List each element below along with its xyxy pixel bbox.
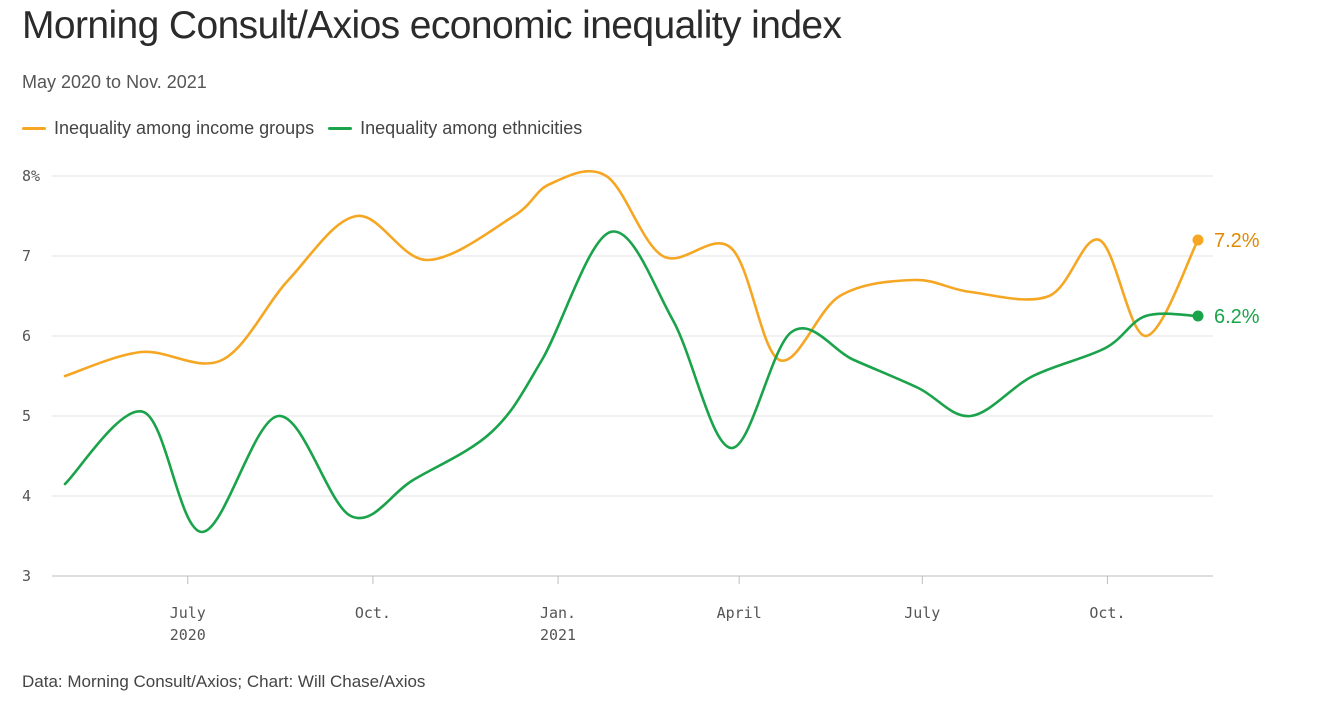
chart-subtitle: May 2020 to Nov. 2021 — [22, 72, 207, 92]
series-line-income — [63, 169, 1200, 378]
end-point-ethnicity — [1192, 310, 1204, 322]
x-tick-label-4-0: July — [904, 604, 940, 622]
legend-swatch-income — [22, 127, 46, 130]
line-chart: 3 4 5 6 7 8% July 2020 Oct. Jan. 2021 April July Oct… — [22, 167, 1260, 644]
gridlines — [52, 175, 1213, 577]
y-tick-label-7: 7 — [22, 247, 31, 265]
legend-label-income: Inequality among income groups — [54, 118, 315, 138]
x-tick-label-2-1: 2021 — [540, 626, 576, 644]
end-label-ethnicity: 6.2% — [1214, 306, 1260, 328]
x-tick-label-0-1: 2020 — [170, 626, 206, 644]
y-tick-label-4: 4 — [22, 487, 31, 505]
y-tick-label-6: 6 — [22, 327, 31, 345]
y-tick-label-8: 8% — [22, 167, 40, 185]
x-tick-label-1-0: Oct. — [355, 604, 391, 622]
series-line-ethnicity — [63, 230, 1200, 534]
legend-item-income: Inequality among income groups — [22, 118, 314, 139]
y-axis-ticks: 3 4 5 6 7 8% — [22, 167, 40, 585]
end-point-income — [1192, 234, 1204, 246]
x-axis-ticks: July 2020 Oct. Jan. 2021 April July Oct. — [170, 576, 1126, 644]
y-tick-label-3: 3 — [22, 567, 31, 585]
source-note: Data: Morning Consult/Axios; Chart: Will… — [22, 672, 426, 691]
x-tick-label-3-0: April — [717, 604, 762, 622]
y-tick-label-5: 5 — [22, 407, 31, 425]
legend-label-ethnicity: Inequality among ethnicities — [360, 118, 583, 138]
series-lines — [63, 169, 1200, 534]
x-tick-label-5-0: Oct. — [1089, 604, 1125, 622]
x-tick-label-2-0: Jan. — [540, 604, 576, 622]
chart-title: Morning Consult/Axios economic inequalit… — [22, 4, 842, 47]
legend: Inequality among income groups Inequalit… — [22, 118, 596, 139]
x-tick-label-0-0: July — [170, 604, 206, 622]
legend-item-ethnicity: Inequality among ethnicities — [328, 118, 582, 139]
series-end-points: 7.2% 6.2% — [1192, 230, 1260, 328]
end-label-income: 7.2% — [1214, 230, 1260, 252]
legend-swatch-ethnicity — [328, 127, 353, 130]
